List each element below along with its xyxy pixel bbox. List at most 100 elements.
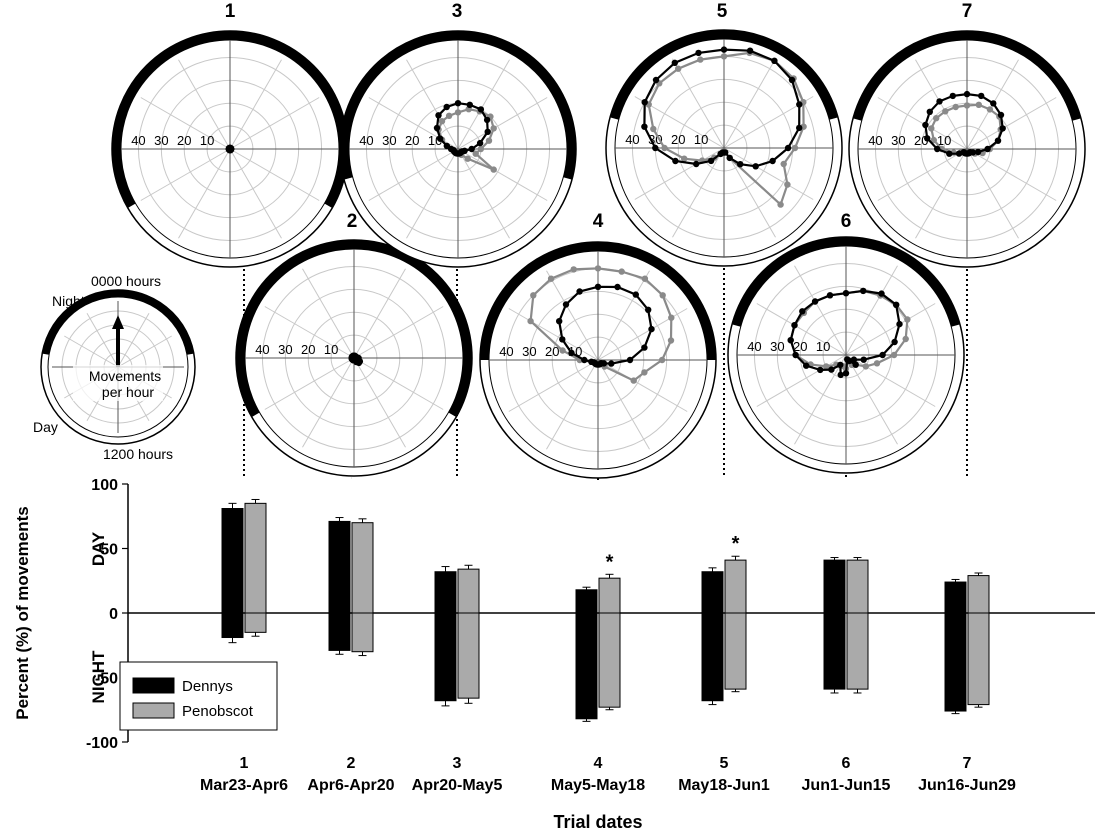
- polar-point-penobscot: [890, 351, 898, 359]
- bar-day-dennys: [944, 581, 967, 614]
- radial-grid-spoke: [457, 59, 510, 150]
- polar-plot-4: 440 30 20 10: [479, 211, 717, 479]
- radial-grid-spoke: [264, 306, 355, 359]
- x-tick-label-dates: Jun16-Jun29: [918, 777, 1016, 794]
- bar-night-dennys: [575, 612, 598, 720]
- radial-grid-spoke: [756, 303, 847, 356]
- x-tick-label-dates: Mar23-Apr6: [200, 777, 288, 794]
- bar-night-penobscot: [351, 612, 374, 653]
- polar-point-penobscot: [641, 369, 648, 376]
- polar-point-dennys: [454, 100, 462, 107]
- polar-point-dennys: [672, 157, 679, 165]
- radial-tick-label: 20: [301, 342, 315, 357]
- x-axis-label: Trial dates: [553, 812, 642, 832]
- polar-point-penobscot: [791, 144, 799, 152]
- radial-grid-spoke: [877, 148, 968, 201]
- bar-day-penobscot: [351, 522, 374, 614]
- radial-tick-label: 20: [177, 133, 191, 148]
- polar-point-dennys: [581, 356, 588, 364]
- polar-point-dennys: [974, 148, 982, 156]
- polar-point-penobscot: [530, 292, 537, 299]
- x-tick-labels: 1 Mar23-Apr6 2 Apr6-Apr20 3 Apr20-May5 4 May5-M…: [200, 755, 1016, 794]
- bar-night-penobscot: [724, 612, 747, 690]
- polar-point-dennys: [799, 308, 806, 315]
- polar-point-dennys: [588, 358, 595, 365]
- polar-point-dennys: [803, 362, 810, 369]
- polar-plot-5: 540 30 20 10: [605, 1, 843, 267]
- polar-point-dennys: [787, 337, 794, 344]
- radial-grid-spoke: [966, 148, 1057, 201]
- polar-point-penobscot: [681, 155, 688, 162]
- bar-night-penobscot: [846, 612, 869, 690]
- radial-grid-spoke: [672, 58, 725, 149]
- polar-point-dennys: [466, 101, 473, 109]
- significance-marker: *: [606, 551, 614, 573]
- bar-night-dennys: [944, 612, 967, 712]
- polar-point-dennys: [844, 356, 851, 363]
- bar-night-penobscot: [598, 612, 621, 708]
- night-arc: [236, 240, 472, 418]
- bar-night-dennys: [221, 612, 244, 639]
- radial-grid-spoke: [915, 148, 968, 239]
- polar-point-dennys: [576, 288, 583, 295]
- y-tick-label: 50: [100, 542, 118, 559]
- radial-grid-spoke: [140, 97, 231, 150]
- polar-point-dennys: [837, 361, 844, 369]
- polar-point-dennys: [842, 370, 850, 377]
- bar-night-penobscot: [244, 612, 267, 633]
- radial-grid-spoke: [877, 97, 968, 150]
- polar-point-dennys: [852, 361, 859, 368]
- polar-point-dennys: [784, 144, 792, 152]
- polar-point-dennys: [641, 99, 648, 106]
- key-day-label: Day: [33, 419, 58, 435]
- polar-point-dennys: [483, 116, 491, 124]
- polar-point-penobscot: [570, 266, 577, 273]
- radial-tick-label: 40: [499, 344, 513, 359]
- radial-grid-spoke: [178, 148, 231, 239]
- polar-point-penobscot: [547, 275, 555, 282]
- bar-day-penobscot: [457, 568, 480, 614]
- key-center-label: per hour: [102, 384, 154, 400]
- radial-grid-spoke: [229, 148, 282, 239]
- polar-point-dennys: [568, 349, 575, 357]
- polar-point-penobscot: [438, 118, 446, 125]
- polar-point-penobscot: [630, 377, 637, 384]
- radial-grid-spoke: [368, 148, 459, 201]
- radial-tick-label: 40: [625, 132, 639, 147]
- key-center-label: Movements: [89, 368, 161, 384]
- polar-point-penobscot: [559, 347, 566, 354]
- polar-point-dennys: [433, 124, 441, 132]
- polar-point-penobscot: [823, 363, 830, 370]
- polar-point-dennys: [826, 292, 834, 299]
- radial-grid-spoke: [723, 147, 776, 238]
- radial-grid-spoke: [353, 357, 444, 410]
- bar-day-dennys: [575, 589, 598, 614]
- polar-point-dennys: [796, 101, 803, 108]
- key-grid-spoke: [64, 335, 119, 368]
- night-arc: [480, 242, 716, 361]
- bar-day-penobscot: [846, 559, 869, 614]
- radial-tick-label: 30: [891, 133, 905, 148]
- x-tick-label-trial: 4: [594, 755, 603, 772]
- night-arc: [340, 30, 576, 180]
- x-tick-label-dates: May18-Jun1: [678, 777, 770, 794]
- legend-swatch-dennys: [132, 677, 175, 694]
- polar-point-dennys: [556, 318, 563, 325]
- polar-plot-title: 1: [225, 1, 236, 22]
- polar-point-penobscot: [933, 115, 940, 122]
- polar-plot-title: 4: [593, 211, 604, 232]
- polar-point-dennys: [594, 283, 602, 290]
- polar-point-penobscot: [904, 316, 911, 323]
- polar-point-dennys: [879, 351, 886, 359]
- polar-point-dennys: [726, 154, 733, 162]
- polar-point-penobscot: [527, 317, 534, 325]
- polar-point-dennys: [652, 144, 659, 152]
- bar-day-dennys: [328, 520, 351, 614]
- radial-grid-spoke: [406, 59, 459, 150]
- radial-tick-label: 20: [405, 133, 419, 148]
- polar-point-dennys: [860, 356, 867, 363]
- bar-day-dennys: [434, 571, 457, 614]
- polar-point-dennys: [559, 336, 566, 343]
- bar-day-penobscot: [598, 577, 621, 614]
- polar-point-penobscot: [490, 125, 497, 132]
